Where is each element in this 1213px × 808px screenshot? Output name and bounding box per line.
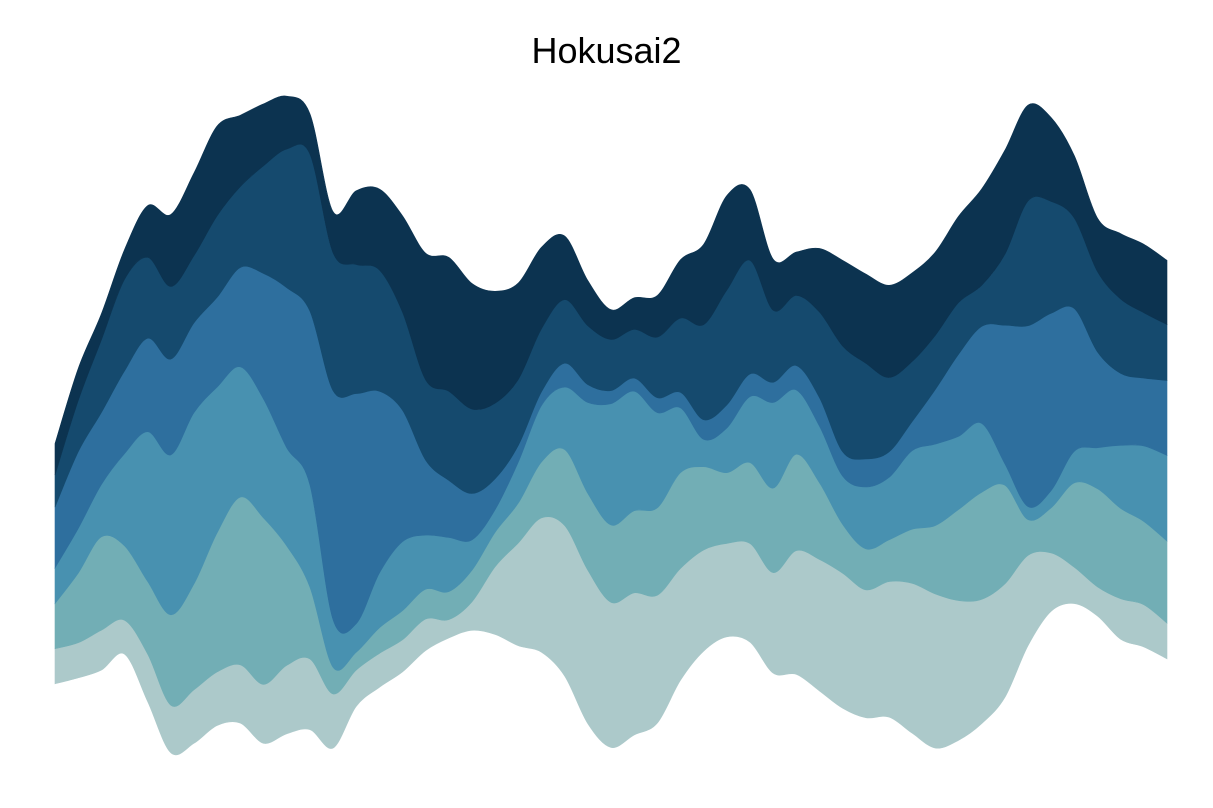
chart-title: Hokusai2 xyxy=(531,30,682,71)
stream-layers xyxy=(54,95,1168,756)
stream-layer-6 xyxy=(54,95,1168,476)
